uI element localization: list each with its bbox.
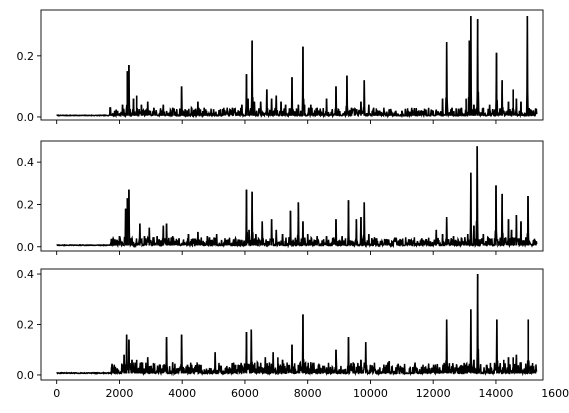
- x-tick-label: 16000: [541, 387, 569, 400]
- panel-top: 0.0 0.2: [17, 9, 544, 124]
- y-tick-label: 0.2: [17, 198, 35, 211]
- x-tick-label: 10000: [353, 387, 388, 400]
- axes-frame: [40, 140, 544, 252]
- axes-frame: [40, 9, 544, 121]
- panel-middle: 0.0 0.2 0.4: [17, 140, 544, 255]
- x-tick-label: 14000: [478, 387, 513, 400]
- x-tick-label: 0: [53, 387, 60, 400]
- y-tick-label: 0.4: [17, 268, 35, 281]
- y-tick-label: 0.0: [17, 369, 35, 382]
- x-tick-label: 4000: [168, 387, 196, 400]
- y-tick-label: 0.0: [17, 241, 35, 254]
- signal-trace: [56, 146, 538, 249]
- y-tick-label: 0.0: [17, 111, 35, 124]
- x-tick-label: 2000: [105, 387, 133, 400]
- x-tick-label: 6000: [231, 387, 259, 400]
- x-tick-label: 8000: [294, 387, 322, 400]
- y-tick-label: 0.2: [17, 319, 35, 332]
- y-tick-label: 0.4: [17, 156, 35, 169]
- y-tick-label: 0.2: [17, 50, 35, 63]
- x-tick-label: 12000: [416, 387, 451, 400]
- panel-bottom: 0.0 0.2 0.4 0 2000 4000 6000 8000 10000 12000 1400…: [17, 268, 569, 400]
